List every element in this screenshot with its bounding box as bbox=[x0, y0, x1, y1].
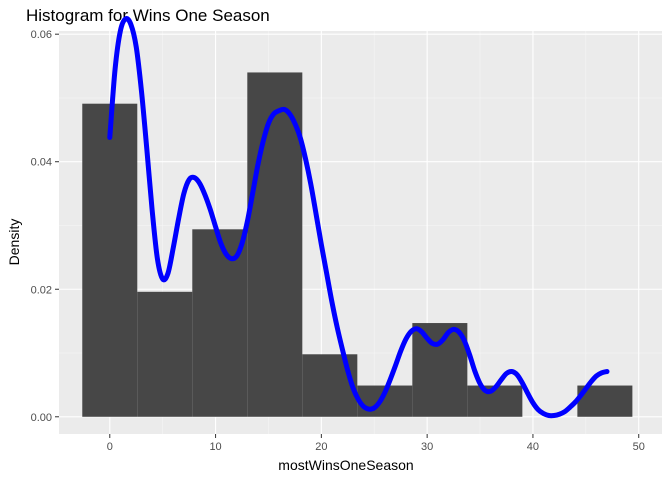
histogram-bars bbox=[82, 72, 633, 417]
x-tick-label: 40 bbox=[527, 441, 539, 453]
x-tick-label: 50 bbox=[633, 441, 645, 453]
y-tick-label: 0.06 bbox=[31, 29, 52, 41]
x-axis-ticks: 0 10 20 30 40 50 bbox=[107, 434, 645, 453]
y-tick-label: 0.02 bbox=[31, 284, 52, 296]
x-tick-label: 30 bbox=[421, 441, 433, 453]
x-tick-label: 0 bbox=[107, 441, 113, 453]
y-axis-ticks: 0.00 0.02 0.04 0.06 bbox=[31, 29, 59, 424]
y-axis-title: Density bbox=[6, 219, 22, 266]
y-tick-label: 0.04 bbox=[31, 157, 52, 169]
x-tick-label: 20 bbox=[315, 441, 327, 453]
y-tick-label: 0.00 bbox=[31, 412, 52, 424]
histogram-bar bbox=[412, 323, 468, 417]
histogram-bar bbox=[247, 72, 303, 417]
histogram-bar bbox=[302, 354, 358, 417]
chart-title: Histogram for Wins One Season bbox=[26, 6, 270, 25]
density-curve bbox=[107, 16, 610, 419]
x-axis-title: mostWinsOneSeason bbox=[278, 457, 413, 473]
histogram-bar bbox=[137, 291, 193, 417]
histogram-bar bbox=[192, 229, 248, 417]
histogram-bar bbox=[82, 103, 138, 417]
x-tick-label: 10 bbox=[209, 441, 221, 453]
